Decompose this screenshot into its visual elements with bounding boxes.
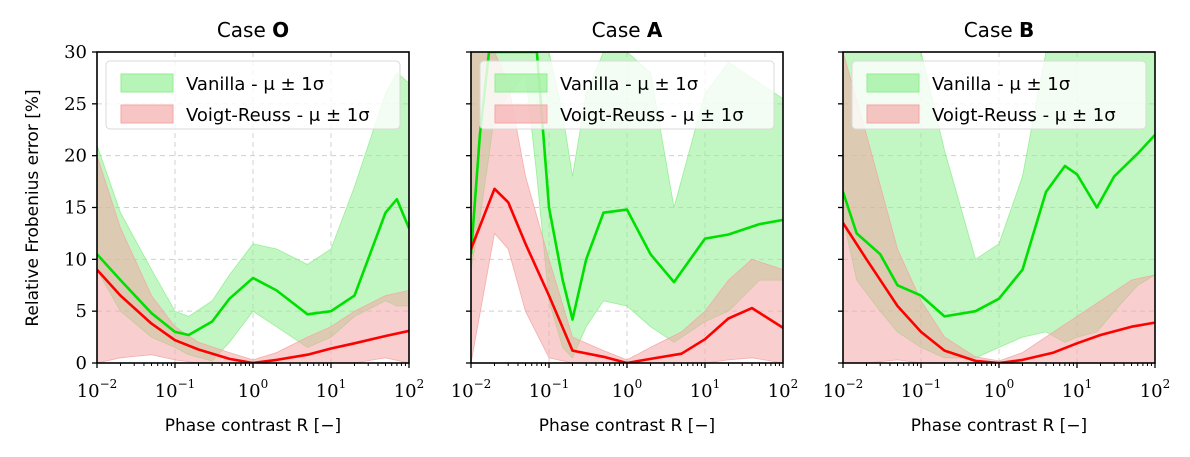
x-axis-label: Phase contrast R [−] [539, 416, 715, 436]
mean-line-vanilla [471, 52, 783, 321]
mean-line-voigt-reuss [843, 222, 1155, 363]
y-tick-label: 0 [76, 353, 87, 374]
band-voigt-reuss [471, 52, 783, 363]
legend-label: Voigt-Reuss - μ ± 1σ [560, 105, 744, 126]
plot-area: 0 5 10 15 20 25 30 10−2 10−1 100 101 102 Vanilla - μ… [64, 42, 424, 402]
x-tick-label: 10−1 [901, 377, 942, 402]
band-voigt-reuss [843, 52, 1155, 363]
x-tick-label: 10−2 [823, 377, 864, 402]
x-tick-label: 10−1 [155, 377, 196, 402]
legend-label: Voigt-Reuss - μ ± 1σ [932, 105, 1116, 126]
legend-label: Vanilla - μ ± 1σ [186, 74, 324, 95]
title-prefix: Case [592, 18, 641, 42]
x-tick-label: 101 [690, 377, 721, 402]
legend-label: Vanilla - μ ± 1σ [932, 74, 1070, 95]
y-tick-label: 5 [76, 301, 87, 322]
panel-title: Case O [217, 18, 289, 42]
title-prefix: Case [964, 18, 1013, 42]
legend-swatch [120, 104, 174, 124]
legend-box [479, 60, 775, 130]
legend-swatch [120, 73, 174, 93]
panel-case-b: Case B 10−2 10−1 100 101 102 Vanilla - μ ± 1σ… [823, 18, 1171, 436]
x-axis-label: Phase contrast R [−] [165, 416, 341, 436]
title-case-letter: A [647, 18, 663, 42]
legend: Vanilla - μ ± 1σ Voigt-Reuss - μ ± 1σ [851, 60, 1147, 130]
series-layer [97, 72, 409, 363]
x-tick-label: 10−1 [529, 377, 570, 402]
band-voigt-reuss [97, 155, 409, 363]
panel-case-o: Case O 0 5 10 15 20 25 30 10−2 10−1 100 101 102 Vani… [64, 18, 424, 436]
x-tick-label: 100 [612, 377, 643, 402]
y-tick-label: 15 [64, 198, 87, 219]
plot-area: 10−2 10−1 100 101 102 Vanilla - μ ± 1σ Voigt-R… [823, 51, 1171, 402]
mean-line-vanilla [97, 197, 409, 337]
x-tick-label: 100 [238, 377, 269, 402]
mean-line-vanilla [843, 134, 1155, 318]
legend-box [851, 60, 1147, 130]
y-tick-label: 20 [64, 146, 87, 167]
y-tick-label: 25 [64, 94, 87, 115]
legend-box [105, 60, 401, 130]
legend-label: Vanilla - μ ± 1σ [560, 74, 698, 95]
panel-title: Case B [964, 18, 1035, 42]
legend: Vanilla - μ ± 1σ Voigt-Reuss - μ ± 1σ [105, 60, 401, 130]
x-tick-label: 10−2 [77, 377, 118, 402]
title-prefix: Case [217, 18, 266, 42]
legend-swatch [494, 73, 548, 93]
y-axis-label: Relative Frobenius error [%] [23, 89, 43, 326]
y-tick-label: 10 [64, 249, 87, 270]
mean-line-voigt-reuss [97, 268, 409, 363]
title-case-letter: O [272, 18, 289, 42]
plot-area: 10−2 10−1 100 101 102 Vanilla - μ ± 1σ Voigt-R… [451, 51, 799, 402]
x-tick-label: 102 [394, 377, 425, 402]
x-tick-label: 101 [1062, 377, 1093, 402]
legend-swatch [494, 104, 548, 124]
panel-case-a: Case A 10−2 10−1 100 101 102 Vanilla - μ ± 1σ… [451, 18, 799, 436]
x-tick-label: 100 [984, 377, 1015, 402]
x-tick-label: 102 [1140, 377, 1171, 402]
legend-swatch [866, 104, 920, 124]
legend-label: Voigt-Reuss - μ ± 1σ [186, 105, 370, 126]
x-axis-label: Phase contrast R [−] [911, 416, 1087, 436]
x-tick-label: 101 [316, 377, 347, 402]
title-case-letter: B [1019, 18, 1034, 42]
mean-line-voigt-reuss [471, 187, 783, 363]
legend: Vanilla - μ ± 1σ Voigt-Reuss - μ ± 1σ [479, 60, 775, 130]
x-tick-label: 10−2 [451, 377, 492, 402]
x-tick-label: 102 [768, 377, 799, 402]
legend-swatch [866, 73, 920, 93]
panel-title: Case A [592, 18, 663, 42]
y-tick-label: 30 [64, 42, 87, 63]
